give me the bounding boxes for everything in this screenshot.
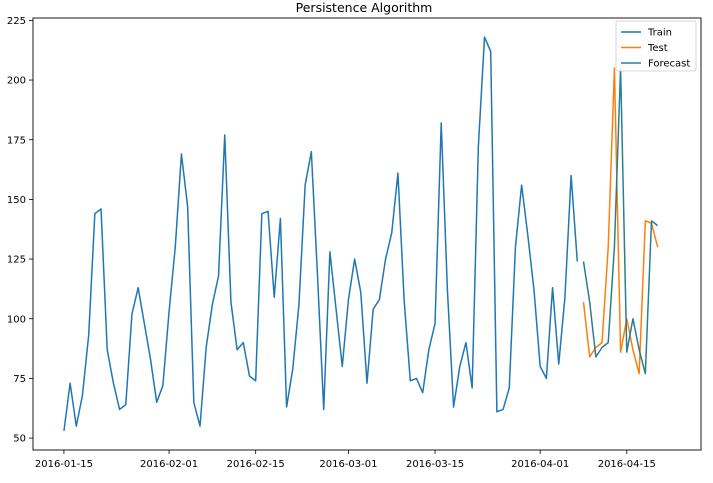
x-tick-label: 2016-03-01: [319, 459, 377, 470]
y-tick-label: 100: [7, 314, 26, 325]
y-tick-label: 175: [7, 135, 26, 146]
series-layer: [63, 36, 659, 432]
legend-label-train: Train: [647, 28, 672, 39]
y-tick-label: 50: [13, 434, 26, 445]
plot-frame: [32, 17, 702, 451]
y-tick-label: 200: [7, 76, 26, 87]
y-tick-label: 150: [7, 195, 26, 206]
legend-label-forecast: Forecast: [648, 59, 690, 70]
series-line-test: [582, 67, 659, 375]
legend-box: [615, 20, 697, 72]
x-tick-label: 2016-01-15: [35, 459, 93, 470]
y-tick-label: 225: [7, 16, 26, 27]
x-axis: 2016-01-15 2016-02-01 2016-02-15 2016-03-01…: [35, 450, 656, 470]
legend-label-test: Test: [647, 43, 668, 54]
x-tick-label: 2016-04-15: [598, 459, 656, 470]
x-tick-label: 2016-03-15: [406, 459, 464, 470]
y-axis: 50 75 100 125 150 175 200 225: [7, 16, 33, 445]
y-tick-label: 75: [13, 374, 26, 385]
series-line-train: [63, 36, 579, 432]
x-tick-label: 2016-02-01: [140, 459, 198, 470]
x-tick-label: 2016-02-15: [227, 459, 285, 470]
chart-title: Persistence Algorithm: [296, 0, 433, 15]
x-tick-label: 2016-04-01: [511, 459, 569, 470]
y-tick-label: 125: [7, 255, 26, 266]
legend: Train Test Forecast: [615, 20, 697, 72]
